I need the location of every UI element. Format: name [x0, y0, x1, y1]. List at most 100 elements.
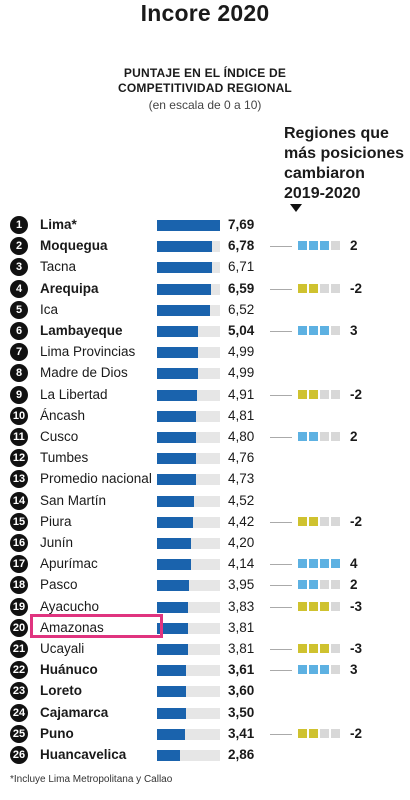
- score-label: 4,20: [228, 535, 255, 550]
- table-row: 10 Áncash 4,81: [0, 405, 410, 426]
- bar-track: [157, 347, 220, 358]
- table-row: 4 Arequipa 6,59 -2: [0, 278, 410, 299]
- change-square: [298, 326, 307, 335]
- table-row: 22 Huánuco 3,61 3: [0, 659, 410, 680]
- table-row: 21 Ucayali 3,81 -3: [0, 638, 410, 659]
- rank-badge: 22: [10, 661, 28, 679]
- score-label: 7,69: [228, 217, 255, 232]
- bar-track: [157, 284, 220, 295]
- score-bar: [157, 474, 196, 485]
- region-name: Apurímac: [40, 556, 98, 571]
- score-bar: [157, 686, 187, 697]
- change-square: [298, 432, 307, 441]
- score-bar: [157, 623, 188, 634]
- change-connector: [270, 331, 292, 332]
- rank-badge: 23: [10, 682, 28, 700]
- table-row: 25 Puno 3,41 -2: [0, 723, 410, 744]
- score-label: 6,59: [228, 281, 255, 296]
- change-square: [298, 665, 307, 674]
- score-label: 6,52: [228, 302, 255, 317]
- score-bar: [157, 538, 192, 549]
- score-bar: [157, 284, 211, 295]
- change-squares: [298, 390, 342, 399]
- region-name: Promedio nacional: [40, 471, 152, 486]
- change-square: [309, 665, 318, 674]
- region-name: Lima Provincias: [40, 344, 136, 359]
- table-row: 12 Tumbes 4,76: [0, 447, 410, 468]
- change-square: [309, 602, 318, 611]
- region-name: Arequipa: [40, 281, 99, 296]
- change-value: -3: [350, 641, 363, 656]
- score-label: 2,86: [228, 747, 255, 762]
- change-squares: [298, 517, 342, 526]
- change-squares: [298, 241, 342, 250]
- rank-badge: 7: [10, 343, 28, 361]
- region-name: Pasco: [40, 577, 78, 592]
- score-label: 3,95: [228, 577, 255, 592]
- bar-track: [157, 623, 220, 634]
- score-label: 4,14: [228, 556, 255, 571]
- change-square: [298, 517, 307, 526]
- change-square: [320, 665, 329, 674]
- table-row: 1 Lima* 7,69: [0, 214, 410, 235]
- table-row: 11 Cusco 4,80 2: [0, 426, 410, 447]
- change-value: -2: [350, 387, 363, 402]
- changes-heading-line: 2019-2020: [284, 185, 361, 202]
- change-square: [298, 602, 307, 611]
- footnote: *Incluye Lima Metropolitana y Callao: [10, 774, 173, 785]
- score-bar: [157, 432, 196, 443]
- rank-badge: 11: [10, 428, 28, 446]
- change-connector: [270, 246, 292, 247]
- score-bar: [157, 602, 189, 613]
- changes-heading: Regiones que más posiciones cambiaron 20…: [284, 124, 408, 204]
- score-label: 3,41: [228, 726, 255, 741]
- rank-badge: 21: [10, 640, 28, 658]
- change-value: 4: [350, 556, 358, 571]
- change-connector: [270, 670, 292, 671]
- score-bar: [157, 453, 196, 464]
- rank-badge: 24: [10, 704, 28, 722]
- score-label: 4,76: [228, 450, 255, 465]
- change-squares: [298, 644, 342, 653]
- rank-badge: 6: [10, 322, 28, 340]
- region-name: San Martín: [40, 493, 107, 508]
- change-squares: [298, 580, 342, 589]
- scale-note: (en escala de 0 a 10): [148, 98, 262, 112]
- rank-badge: 1: [10, 216, 28, 234]
- rank-badge: 2: [10, 237, 28, 255]
- change-value: -2: [350, 281, 363, 296]
- change-square: [320, 241, 329, 250]
- score-label: 4,91: [228, 387, 255, 402]
- bar-track: [157, 496, 220, 507]
- table-row: 5 Ica 6,52: [0, 299, 410, 320]
- table-row: 13 Promedio nacional 4,73: [0, 468, 410, 489]
- change-value: 3: [350, 323, 358, 338]
- score-bar: [157, 729, 185, 740]
- change-square: [331, 559, 340, 568]
- change-square: [309, 390, 318, 399]
- score-label: 6,78: [228, 238, 255, 253]
- bar-track: [157, 326, 220, 337]
- change-square: [320, 644, 329, 653]
- change-value: 2: [350, 429, 358, 444]
- change-connector: [270, 607, 292, 608]
- bar-track: [157, 708, 220, 719]
- change-value: -2: [350, 726, 363, 741]
- change-connector: [270, 649, 292, 650]
- region-name: Huancavelica: [40, 747, 127, 762]
- region-name: Lambayeque: [40, 323, 123, 338]
- score-label: 4,81: [228, 408, 255, 423]
- score-label: 4,80: [228, 429, 255, 444]
- change-square: [309, 729, 318, 738]
- score-bar: [157, 220, 220, 231]
- bar-track: [157, 580, 220, 591]
- table-row: 26 Huancavelica 2,86: [0, 744, 410, 765]
- score-bar: [157, 305, 210, 316]
- region-name: Loreto: [40, 683, 82, 698]
- rank-badge: 25: [10, 725, 28, 743]
- score-label: 3,50: [228, 705, 255, 720]
- change-connector: [270, 522, 292, 523]
- score-label: 4,99: [228, 344, 255, 359]
- bar-track: [157, 474, 220, 485]
- changes-heading-line: cambiaron: [284, 165, 365, 182]
